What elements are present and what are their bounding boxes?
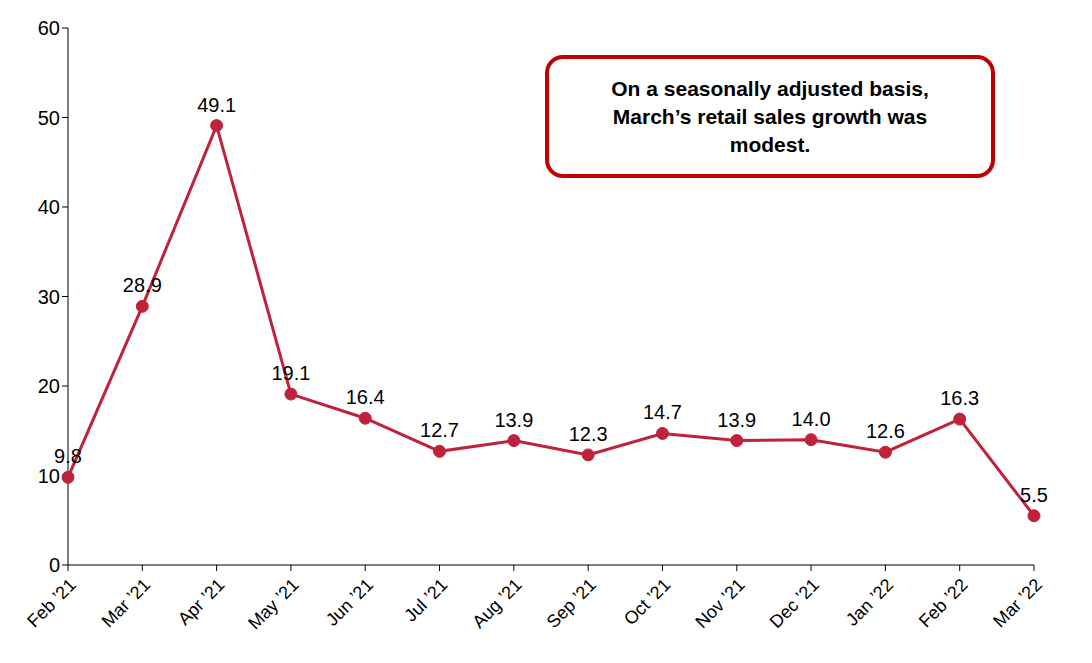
svg-text:50: 50 (38, 107, 60, 129)
svg-text:Nov ’21: Nov ’21 (691, 575, 748, 632)
svg-text:Sep ’21: Sep ’21 (543, 575, 600, 632)
svg-text:Feb ’21: Feb ’21 (23, 575, 80, 632)
svg-text:16.3: 16.3 (940, 387, 979, 409)
svg-text:9.8: 9.8 (54, 445, 82, 467)
svg-text:16.4: 16.4 (346, 386, 385, 408)
svg-text:May ’21: May ’21 (244, 575, 303, 634)
svg-text:Jul ’21: Jul ’21 (400, 575, 451, 626)
svg-text:13.9: 13.9 (717, 409, 756, 431)
svg-text:Mar ’21: Mar ’21 (98, 575, 155, 632)
svg-text:12.7: 12.7 (420, 419, 459, 441)
svg-text:60: 60 (38, 17, 60, 39)
svg-text:12.3: 12.3 (569, 423, 608, 445)
svg-text:20: 20 (38, 375, 60, 397)
svg-text:14.7: 14.7 (643, 401, 682, 423)
svg-text:14.0: 14.0 (792, 408, 831, 430)
html-text:On a seasonally adjusted basis: On a seasonally adjusted basis, March’s … (611, 76, 929, 156)
svg-text:30: 30 (38, 286, 60, 308)
svg-text:Oct ’21: Oct ’21 (620, 575, 674, 629)
svg-text:12.6: 12.6 (866, 420, 905, 442)
svg-text:28.9: 28.9 (123, 274, 162, 296)
svg-text:19.1: 19.1 (271, 362, 310, 384)
svg-text:13.9: 13.9 (494, 409, 533, 431)
svg-text:Apr ’21: Apr ’21 (174, 575, 228, 629)
svg-text:5.5: 5.5 (1020, 484, 1048, 506)
svg-text:Dec ’21: Dec ’21 (766, 575, 823, 632)
svg-text:Jan ’22: Jan ’22 (842, 575, 897, 630)
svg-text:Jun ’21: Jun ’21 (322, 575, 377, 630)
svg-text:40: 40 (38, 196, 60, 218)
svg-text:0: 0 (49, 554, 60, 576)
svg-text:Aug ’21: Aug ’21 (468, 575, 525, 632)
svg-text:10: 10 (38, 465, 60, 487)
svg-text:Feb ’22: Feb ’22 (915, 575, 972, 632)
svg-text:49.1: 49.1 (197, 94, 236, 116)
svg-text:Mar ’22: Mar ’22 (989, 575, 1046, 632)
